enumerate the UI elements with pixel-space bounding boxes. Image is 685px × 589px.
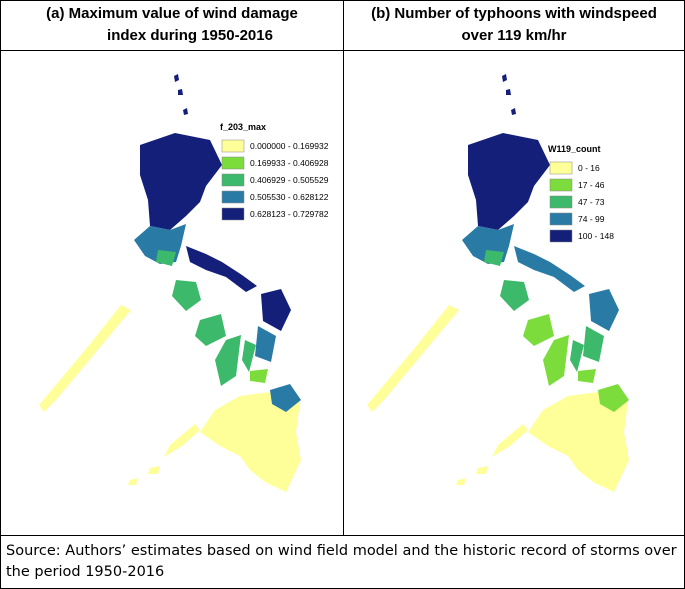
legend-label: 100 - 148 xyxy=(578,231,614,241)
map-region xyxy=(367,305,459,412)
map-region xyxy=(178,89,183,95)
map-region xyxy=(598,384,629,412)
panel-title: over 119 km/hr xyxy=(461,27,566,44)
map-region xyxy=(164,424,200,457)
map-region xyxy=(570,340,584,372)
map-region xyxy=(255,326,276,362)
map xyxy=(367,74,629,492)
map-region xyxy=(511,108,516,115)
map-region xyxy=(261,289,291,331)
map-region xyxy=(468,133,550,230)
panel-title: index during 1950-2016 xyxy=(107,27,273,44)
map-region xyxy=(528,388,629,492)
legend-swatch xyxy=(221,190,245,204)
map-region xyxy=(156,250,176,266)
map-region xyxy=(456,478,466,485)
source-note: Source: Authors’ estimates based on wind… xyxy=(6,543,677,559)
map-region xyxy=(215,335,241,386)
map-region xyxy=(543,335,569,386)
legend-swatch xyxy=(221,139,245,153)
panel-title: (a) Maximum value of wind damage xyxy=(46,5,298,22)
legend-label: 74 - 99 xyxy=(578,214,605,224)
map-region xyxy=(476,466,488,474)
map-region xyxy=(484,250,504,266)
map-region xyxy=(578,369,596,383)
map-region xyxy=(583,326,604,362)
map-region xyxy=(500,280,529,311)
legend-label: 0.406929 - 0.505529 xyxy=(250,175,329,185)
map-region xyxy=(242,340,256,372)
legend-label: 0.000000 - 0.169932 xyxy=(250,141,329,151)
map-region xyxy=(174,74,179,82)
legend-swatch xyxy=(549,229,573,243)
map-region xyxy=(195,314,226,346)
map-region xyxy=(250,369,268,383)
map-region xyxy=(492,424,528,457)
legend-label: 0 - 16 xyxy=(578,163,600,173)
legend-label: 0.169933 - 0.406928 xyxy=(250,158,329,168)
map-region xyxy=(502,74,507,82)
map-region xyxy=(523,314,554,346)
legend-swatch xyxy=(221,156,245,170)
legend-swatch xyxy=(549,212,573,226)
map-region xyxy=(128,478,138,485)
legend-label: 17 - 46 xyxy=(578,180,605,190)
legend-swatch xyxy=(221,207,245,221)
panel-title: (b) Number of typhoons with windspeed xyxy=(371,5,657,22)
source-note: the period 1950-2016 xyxy=(6,564,164,580)
map-region xyxy=(186,246,257,292)
legend-swatch xyxy=(549,195,573,209)
legend-swatch xyxy=(549,178,573,192)
legend-title: W119_count xyxy=(548,144,601,154)
legend-label: 0.505530 - 0.628122 xyxy=(250,192,329,202)
map-region xyxy=(506,89,511,95)
map-region xyxy=(514,246,585,292)
legend-label: 47 - 73 xyxy=(578,197,605,207)
legend-label: 0.628123 - 0.729782 xyxy=(250,209,329,219)
map-region xyxy=(200,388,301,492)
map-region xyxy=(140,133,222,230)
map-region xyxy=(183,108,188,115)
legend-title: f_203_max xyxy=(220,122,266,132)
map-region xyxy=(589,289,619,331)
map-region xyxy=(39,305,131,412)
legend-swatch xyxy=(549,161,573,175)
map-region xyxy=(270,384,301,412)
map-region xyxy=(172,280,201,311)
map xyxy=(39,74,301,492)
map-region xyxy=(148,466,160,474)
legend-swatch xyxy=(221,173,245,187)
